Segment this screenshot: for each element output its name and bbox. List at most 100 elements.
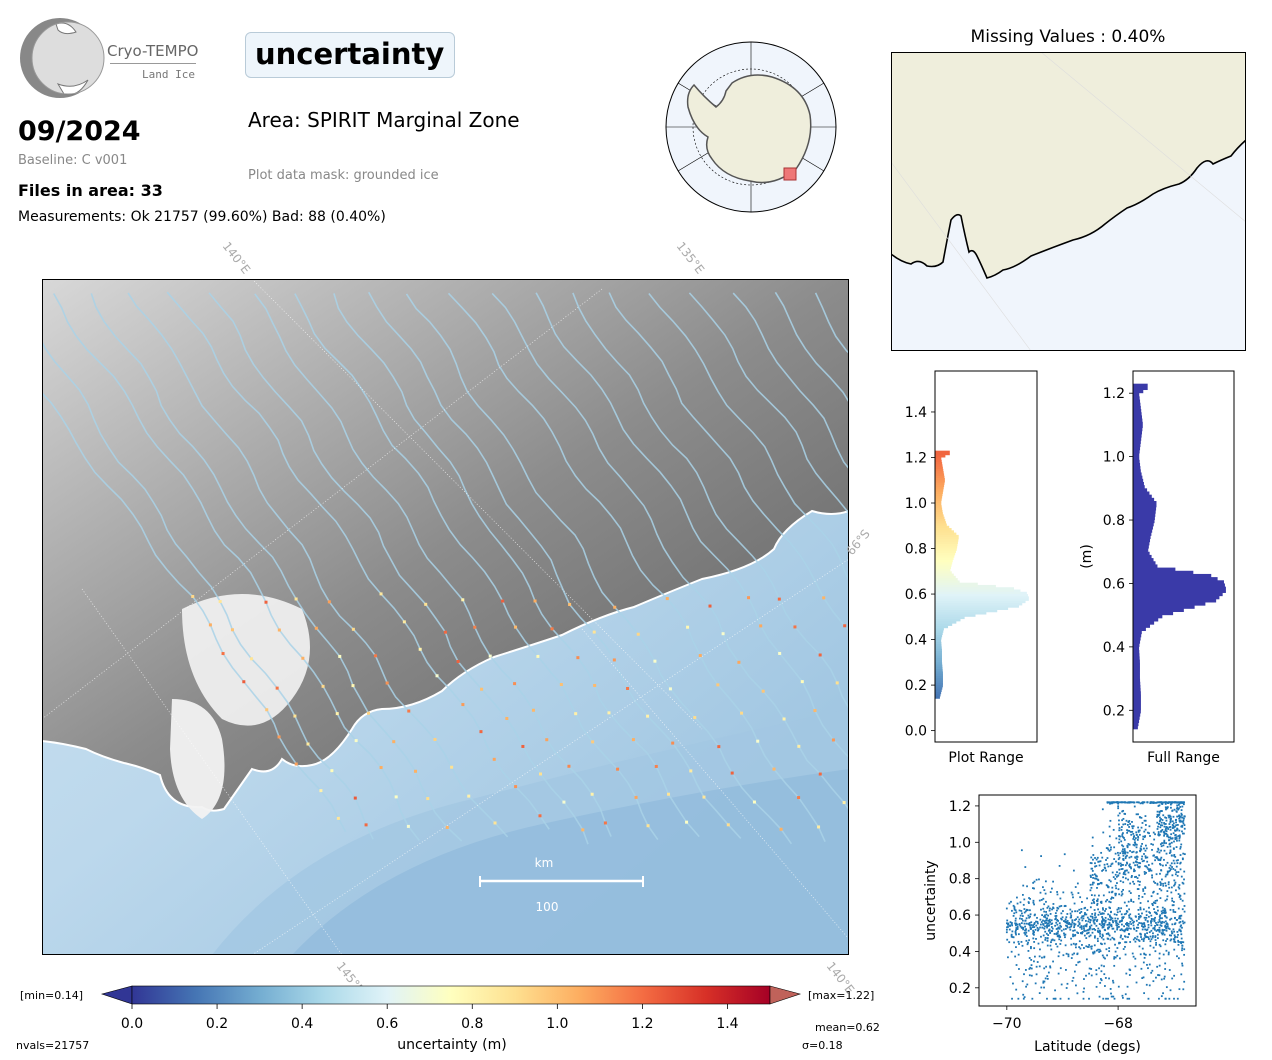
track-point <box>275 686 279 690</box>
scatter-point <box>1163 822 1165 824</box>
scatter-point <box>1114 894 1117 897</box>
scatter-point <box>1073 952 1076 955</box>
scatter-point <box>1073 926 1076 929</box>
scatter-point <box>1135 833 1138 836</box>
scatter-point <box>1171 837 1174 840</box>
scatter-point <box>1105 932 1108 935</box>
scatter-point <box>1103 973 1106 976</box>
scatter-point <box>1165 817 1168 819</box>
scatter-point <box>1018 968 1020 970</box>
scatter-point <box>1022 993 1025 996</box>
scatter-point <box>1177 859 1179 862</box>
scatter-point <box>1022 997 1025 1000</box>
scatter-point <box>1045 924 1048 927</box>
colorbar-tick-label: 1.4 <box>716 1016 738 1032</box>
scatter-point <box>1138 884 1141 886</box>
scatter-point <box>1171 904 1174 907</box>
scatter-point <box>1109 848 1112 851</box>
scatter-point <box>1055 933 1058 936</box>
scatter-point <box>1051 927 1054 930</box>
scatter-point <box>1120 890 1123 893</box>
scatter-point <box>1049 966 1052 969</box>
scatter-point <box>1136 888 1139 890</box>
scatter-point <box>1122 881 1125 884</box>
scatter-point <box>1095 865 1098 867</box>
scatter-point <box>1127 801 1130 804</box>
scatter-point <box>1182 922 1185 925</box>
scatter-point <box>1025 931 1028 934</box>
scatter-point <box>1134 937 1136 939</box>
scatter-point <box>1131 830 1134 833</box>
scatter-point <box>1025 935 1028 937</box>
scatter-point <box>1125 904 1128 907</box>
scatter-point <box>1027 901 1030 903</box>
scatter-point <box>1169 908 1172 911</box>
track-point <box>461 598 465 602</box>
scatter-point <box>1110 910 1112 913</box>
scatter-point <box>1128 863 1131 866</box>
scatter-point <box>1170 854 1173 857</box>
scatter-point <box>1143 992 1146 995</box>
scatter-point <box>1117 858 1120 861</box>
scatter-point <box>1092 901 1095 903</box>
scatter-point <box>1134 965 1137 968</box>
scatter-point <box>1080 932 1083 935</box>
histogram-bar <box>1133 573 1212 581</box>
scatter-point <box>1076 882 1079 885</box>
scatter-point <box>1162 844 1165 847</box>
scatter-point <box>1126 985 1129 988</box>
scatter-point <box>1134 876 1136 878</box>
scatter-point <box>1051 938 1054 941</box>
scatter-point <box>1178 814 1181 817</box>
scatter-point <box>1063 934 1066 937</box>
scatter-point <box>1129 801 1132 804</box>
track-line <box>535 292 849 759</box>
scatter-point <box>1182 832 1184 835</box>
scatter-point <box>1183 905 1186 907</box>
scatter-point <box>1175 889 1177 892</box>
scatter-point <box>1108 801 1111 804</box>
scatter-point <box>1165 806 1168 809</box>
scatter-point <box>1039 948 1041 951</box>
scatter-xlabel: Latitude (degs) <box>1034 1039 1141 1055</box>
scatter-point <box>1023 973 1025 976</box>
scatter-point <box>1010 900 1012 903</box>
scatter-point <box>1147 926 1150 929</box>
scatter-point <box>1167 881 1170 884</box>
scatter-point <box>1122 845 1125 848</box>
scatter-point <box>1119 941 1121 944</box>
scatter-point <box>1169 826 1172 828</box>
histogram-bar <box>935 644 942 649</box>
scatter-point <box>1170 891 1173 894</box>
scatter-point <box>1029 915 1032 918</box>
area-label: Area: SPIRIT Marginal Zone <box>248 108 520 132</box>
scatter-point <box>1097 948 1099 951</box>
track-point <box>756 739 760 743</box>
scatter-point <box>1091 883 1094 886</box>
scatter-point <box>1144 819 1147 822</box>
scatter-point <box>1167 801 1170 804</box>
scatter-point <box>1106 857 1109 859</box>
scatter-point <box>1096 930 1099 932</box>
scatter-point <box>1153 854 1155 857</box>
track-point <box>574 712 578 716</box>
scatter-point <box>1165 923 1168 925</box>
scatter-point <box>1157 859 1160 861</box>
scatter-point <box>1147 997 1150 1000</box>
scatter-point <box>1121 868 1124 870</box>
scatter-point <box>1173 940 1176 943</box>
scatter-point <box>1149 912 1151 914</box>
scatter-point <box>1139 880 1141 883</box>
scatter-point <box>1169 815 1172 818</box>
main-map: km 100 <box>42 279 849 955</box>
scatter-point <box>1088 967 1091 970</box>
scatter-point <box>1101 917 1104 920</box>
scatter-point <box>1143 923 1146 926</box>
scatter-point <box>1044 938 1047 941</box>
scatter-point <box>1164 943 1167 946</box>
scatter-point <box>1152 891 1154 894</box>
scatter-point <box>1151 902 1154 905</box>
scatter-point <box>1066 913 1069 915</box>
scatter-point <box>1098 923 1101 925</box>
scatter-point <box>1156 882 1159 885</box>
